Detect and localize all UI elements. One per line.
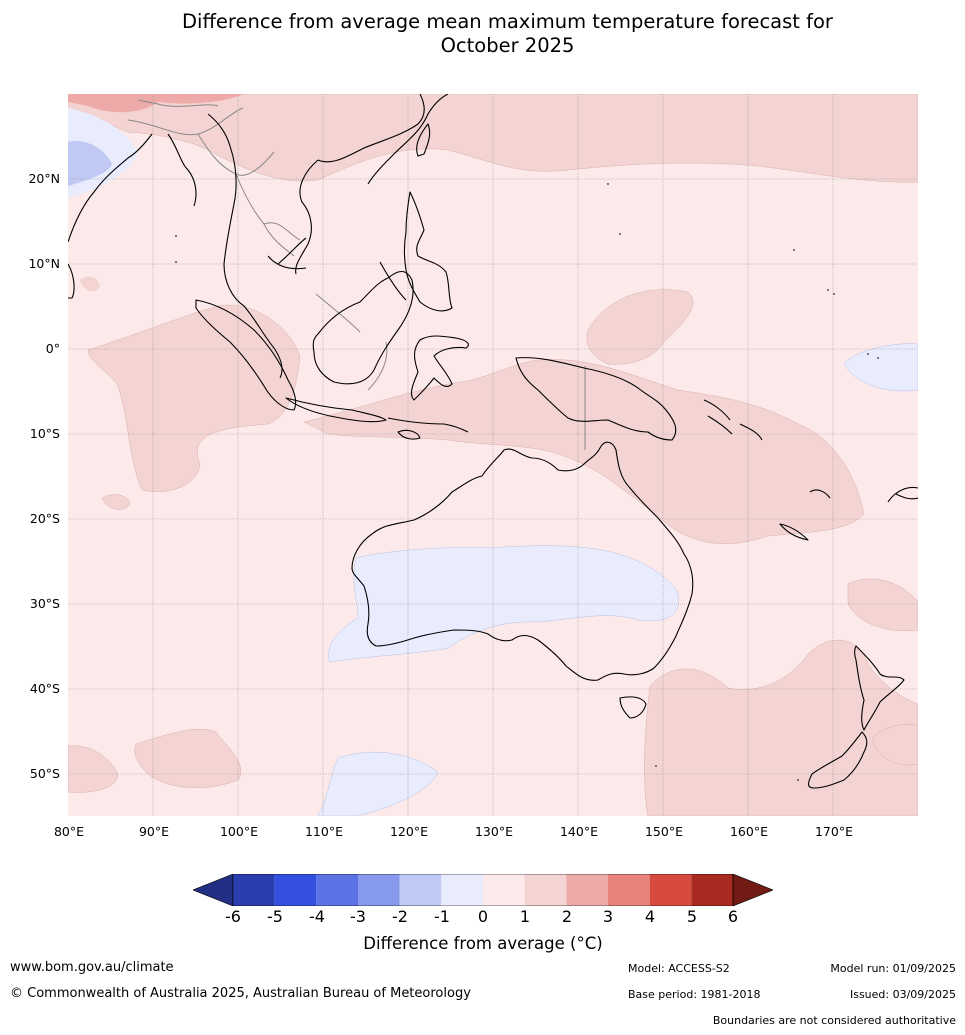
colorbar-tick: 1 — [519, 907, 531, 926]
colorbar-tick: 3 — [602, 907, 614, 926]
colorbar-tick: 6 — [727, 907, 739, 926]
colorbar-swatch — [358, 874, 400, 906]
lat-label-0: 0° — [45, 341, 60, 356]
lon-label-120e: 120°E — [389, 824, 428, 839]
lon-label-160e: 160°E — [729, 824, 768, 839]
coast-indochina — [167, 133, 197, 207]
anomaly-map — [68, 94, 918, 816]
islands — [175, 183, 879, 781]
graticule — [68, 94, 918, 816]
map-canvas — [68, 94, 918, 816]
colorbar-swatch — [649, 874, 692, 906]
colorbar-extend-low — [193, 874, 234, 906]
anomaly-region-southern-west — [68, 745, 119, 793]
anomaly-region-southern-mid — [134, 728, 241, 788]
map-title-line-1: Difference from average mean maximum tem… — [182, 10, 833, 33]
copyright-notice: © Commonwealth of Australia 2025, Austra… — [10, 986, 471, 1001]
colorbar-swatch — [274, 874, 317, 906]
coast-india — [68, 133, 153, 243]
colorbar-swatch — [441, 874, 483, 906]
coast-australia — [351, 441, 694, 681]
anomaly-region-east-tasman — [847, 578, 918, 632]
coast-sulawesi — [410, 335, 469, 401]
colorbar-swatch — [524, 874, 567, 906]
colorbar-tick: 0 — [477, 907, 489, 926]
colorbar-tick: 2 — [561, 907, 573, 926]
colorbar-label: Difference from average (°C) — [363, 934, 603, 953]
anomaly-region-east-pacific-negative — [843, 343, 918, 392]
lat-label-20s: 20°S — [29, 511, 60, 526]
coast-new-guinea — [515, 357, 677, 441]
lon-label-90e: 90°E — [138, 824, 170, 839]
colorbar-swatch — [608, 874, 650, 906]
anomaly-region-small — [101, 494, 131, 510]
lon-label-130e: 130°E — [474, 824, 513, 839]
anomaly-region-australia-negative — [328, 545, 679, 663]
colorbar-tick: -5 — [267, 907, 283, 926]
lon-label-170e: 170°E — [814, 824, 853, 839]
issued-date: Issued: 03/09/2025 — [849, 988, 956, 1001]
colorbar-swatch — [399, 874, 442, 906]
coast-new-zealand-south — [807, 731, 868, 789]
base-period: Base period: 1981-2018 — [628, 988, 761, 1001]
lon-label-80e: 80°E — [53, 824, 85, 839]
site-url: www.bom.gov.au/climate — [10, 960, 174, 975]
lon-label-140e: 140°E — [559, 824, 598, 839]
colorbar-tick: -6 — [225, 907, 241, 926]
colorbar-tick: 5 — [686, 907, 698, 926]
colorbar-swatch — [691, 874, 733, 906]
anomaly-region-coral-sea — [303, 359, 865, 544]
lon-label-150e: 150°E — [644, 824, 683, 839]
lat-label-20n: 20°N — [28, 171, 60, 186]
colorbar — [193, 874, 773, 906]
coast-sumatra — [195, 299, 297, 411]
anomaly-region-west-negative-strong — [68, 140, 112, 186]
anomaly-region-nw-small — [80, 276, 100, 292]
anomaly-region-pacific-equator — [586, 289, 694, 365]
anomaly-region-tasman — [644, 639, 918, 816]
coast-java — [285, 397, 387, 423]
colorbar-tick: 4 — [644, 907, 656, 926]
colorbar-swatch — [566, 874, 608, 906]
boundaries-disclaimer: Boundaries are not considered authoritat… — [712, 1014, 956, 1027]
colorbar-tick: -3 — [350, 907, 366, 926]
colorbar-swatch — [316, 874, 358, 906]
coast-philippines — [403, 191, 453, 312]
map-title-line-2: October 2025 — [440, 34, 575, 57]
anomaly-region-nz-east — [871, 723, 918, 766]
lat-label-50s: 50°S — [29, 766, 60, 781]
colorbar-swatch — [483, 874, 525, 906]
colorbar-tick: -2 — [392, 907, 408, 926]
lat-label-40s: 40°S — [29, 681, 60, 696]
lat-label-30s: 30°S — [29, 596, 60, 611]
colorbar-tick: -4 — [309, 907, 325, 926]
lat-label-10n: 10°N — [28, 256, 60, 271]
map-title: Difference from average mean maximum tem… — [0, 10, 965, 58]
lon-label-100e: 100°E — [219, 824, 258, 839]
anomaly-region-indian-ocean — [87, 304, 301, 492]
colorbar-extend-high — [732, 874, 773, 906]
lat-label-10s: 10°S — [29, 426, 60, 441]
coast-new-zealand-north — [853, 645, 905, 731]
model-name: Model: ACCESS-S2 — [628, 962, 730, 975]
model-run-date: Model run: 01/09/2025 — [830, 962, 956, 975]
coast-borneo — [312, 270, 414, 385]
coast-tasmania — [619, 696, 647, 719]
lon-label-110e: 110°E — [304, 824, 343, 839]
colorbar-swatch — [233, 874, 275, 906]
colorbar-tick: -1 — [434, 907, 450, 926]
coastlines — [68, 94, 918, 789]
